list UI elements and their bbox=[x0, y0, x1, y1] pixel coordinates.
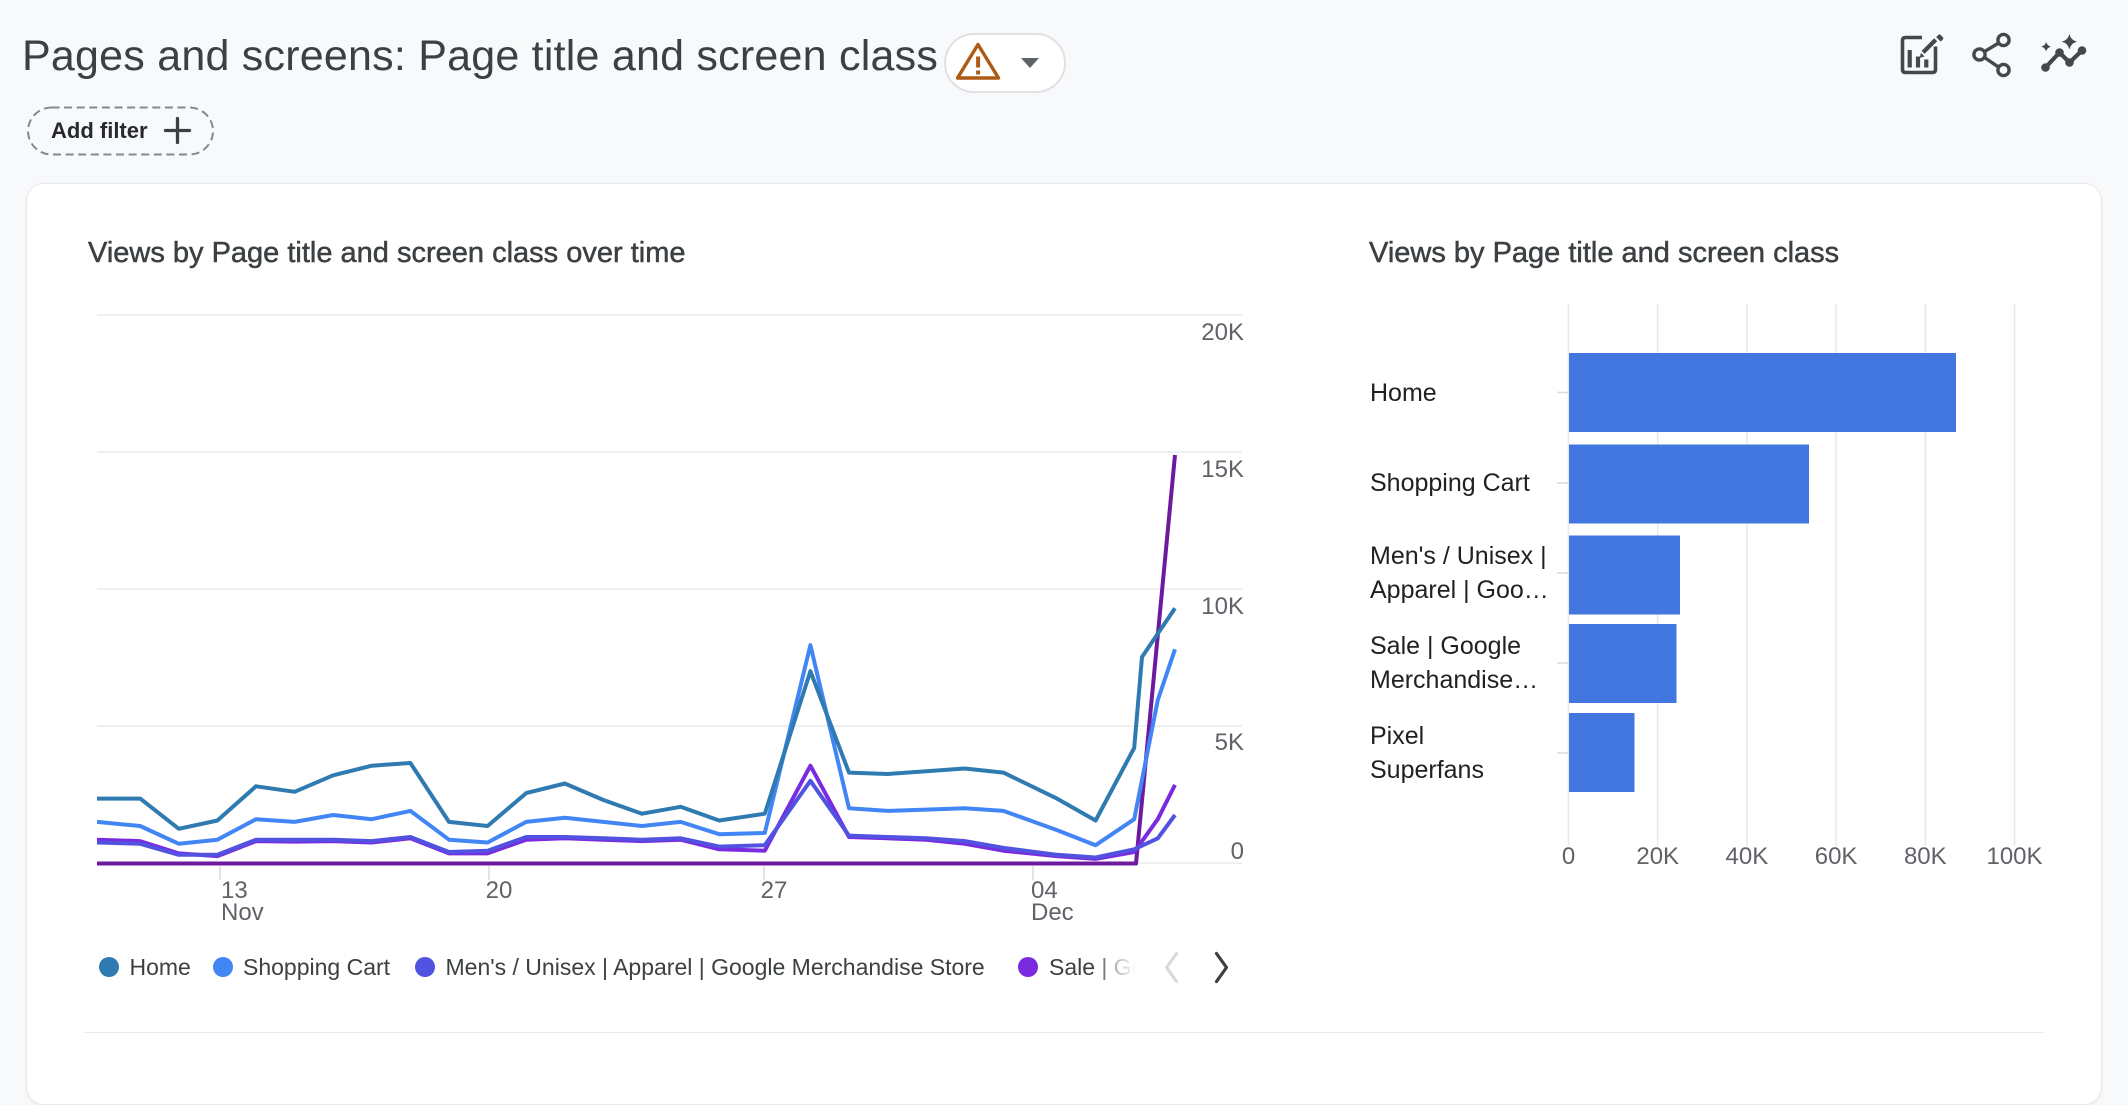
svg-text:10K: 10K bbox=[1201, 593, 1244, 620]
svg-text:80K: 80K bbox=[1904, 843, 1947, 870]
svg-text:Pixel: Pixel bbox=[1370, 722, 1424, 750]
svg-text:100K: 100K bbox=[1986, 843, 2042, 870]
svg-text:27: 27 bbox=[761, 877, 788, 904]
svg-text:40K: 40K bbox=[1726, 843, 1769, 870]
svg-text:20: 20 bbox=[486, 877, 513, 904]
svg-text:Merchandise…: Merchandise… bbox=[1370, 666, 1538, 694]
svg-text:Sale | Google Merch: Sale | Google Merch bbox=[1049, 954, 1258, 980]
svg-text:15K: 15K bbox=[1201, 456, 1244, 483]
svg-text:Home: Home bbox=[1370, 379, 1437, 407]
svg-text:0: 0 bbox=[1231, 838, 1244, 865]
svg-text:Nov: Nov bbox=[221, 899, 264, 926]
svg-text:5K: 5K bbox=[1215, 729, 1244, 756]
svg-text:Dec: Dec bbox=[1031, 899, 1074, 926]
svg-text:13: 13 bbox=[221, 877, 248, 904]
svg-text:Shopping Cart: Shopping Cart bbox=[243, 954, 391, 980]
svg-text:Men's / Unisex | Apparel | Goo: Men's / Unisex | Apparel | Google Mercha… bbox=[446, 954, 985, 980]
svg-text:20K: 20K bbox=[1201, 319, 1244, 346]
svg-text:Apparel | Goo…: Apparel | Goo… bbox=[1370, 576, 1549, 604]
svg-text:Sale | Google: Sale | Google bbox=[1370, 632, 1521, 660]
svg-text:0: 0 bbox=[1562, 843, 1575, 870]
svg-text:Shopping Cart: Shopping Cart bbox=[1370, 469, 1530, 497]
svg-text:60K: 60K bbox=[1815, 843, 1858, 870]
svg-text:Superfans: Superfans bbox=[1370, 756, 1484, 784]
svg-text:20K: 20K bbox=[1636, 843, 1679, 870]
svg-text:Men's / Unisex |: Men's / Unisex | bbox=[1370, 542, 1547, 570]
svg-text:Home: Home bbox=[130, 954, 191, 980]
svg-text:04: 04 bbox=[1031, 877, 1058, 904]
